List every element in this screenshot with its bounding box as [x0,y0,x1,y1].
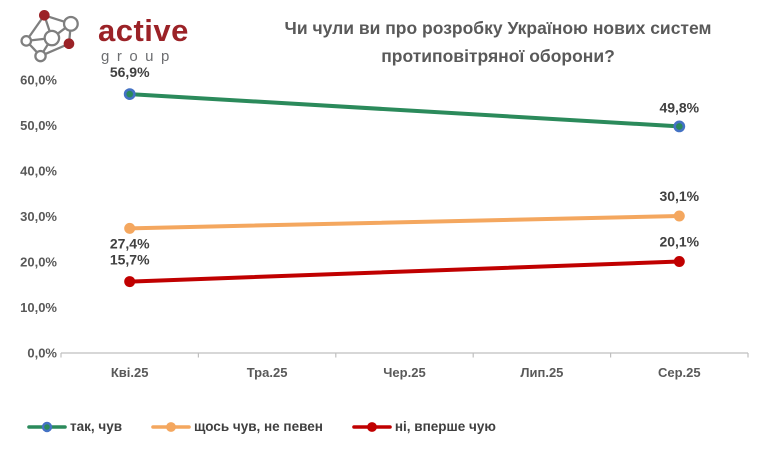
data-label: 20,1% [659,234,699,250]
legend-swatch-red-line [352,421,392,432]
data-label: 56,9% [110,64,150,80]
legend-marker [366,421,377,432]
y-axis-label: 10,0% [20,300,57,315]
series-line-0 [127,92,682,129]
y-axis-label: 20,0% [20,255,57,270]
data-point [124,222,136,234]
legend-item-tak-chuv[interactable]: так, чув [27,419,122,434]
series-line-2 [127,259,682,284]
y-axis-label: 30,0% [20,209,57,224]
y-axis-label: 50,0% [20,118,57,133]
network-icon [20,9,79,63]
plot-area: 0,0% 10,0% 20,0% 30,0% 40,0% 50,0% 60,0% Кві.25… [20,64,749,380]
data-label: 27,4% [110,235,150,251]
data-point [124,276,136,288]
logo-brand: active [98,12,189,48]
data-point [673,256,685,268]
chart-title-line1: Чи чули ви про розробку Україною нових с… [284,18,712,38]
legend-marker [41,421,53,432]
legend-label: ні, вперше чую [394,419,496,434]
data-label: 15,7% [110,252,150,268]
logo: active group [8,2,189,76]
logo-subtitle: group [101,47,177,65]
y-axis-label: 40,0% [20,164,57,179]
x-axis-label: Тра.25 [247,365,288,380]
legend-item-schos-chuv[interactable]: щось чув, не певен [151,419,323,434]
x-axis-label: Сер.25 [658,365,701,380]
data-point [673,120,686,133]
legend-label: так, чув [70,419,123,434]
legend-marker [166,421,176,432]
data-point [123,88,136,101]
data-label: 49,8% [659,99,699,115]
x-axis-label: Чер.25 [383,365,425,380]
data-label: 30,1% [659,188,699,204]
legend: так, чув щось чув, не певен ні, вперше ч… [27,419,496,434]
legend-swatch-green-line [27,421,67,432]
data-point [673,210,685,222]
y-axis-label: 0,0% [27,346,57,361]
chart-title: Чи чули ви про розробку Україною нових с… [218,14,778,71]
series-line-1 [127,214,682,231]
x-axis-label: Кві.25 [111,365,149,380]
logo-text: active group [98,15,189,64]
chart-title-line2: протиповітряної оборони? [381,46,615,67]
y-axis-label: 60,0% [20,73,57,88]
legend-label: щось чув, не певен [194,419,323,434]
legend-item-ni-vpershe[interactable]: ні, вперше чую [352,419,496,434]
x-axis-label: Лип.25 [520,365,563,380]
legend-swatch-orange-line [151,421,191,432]
